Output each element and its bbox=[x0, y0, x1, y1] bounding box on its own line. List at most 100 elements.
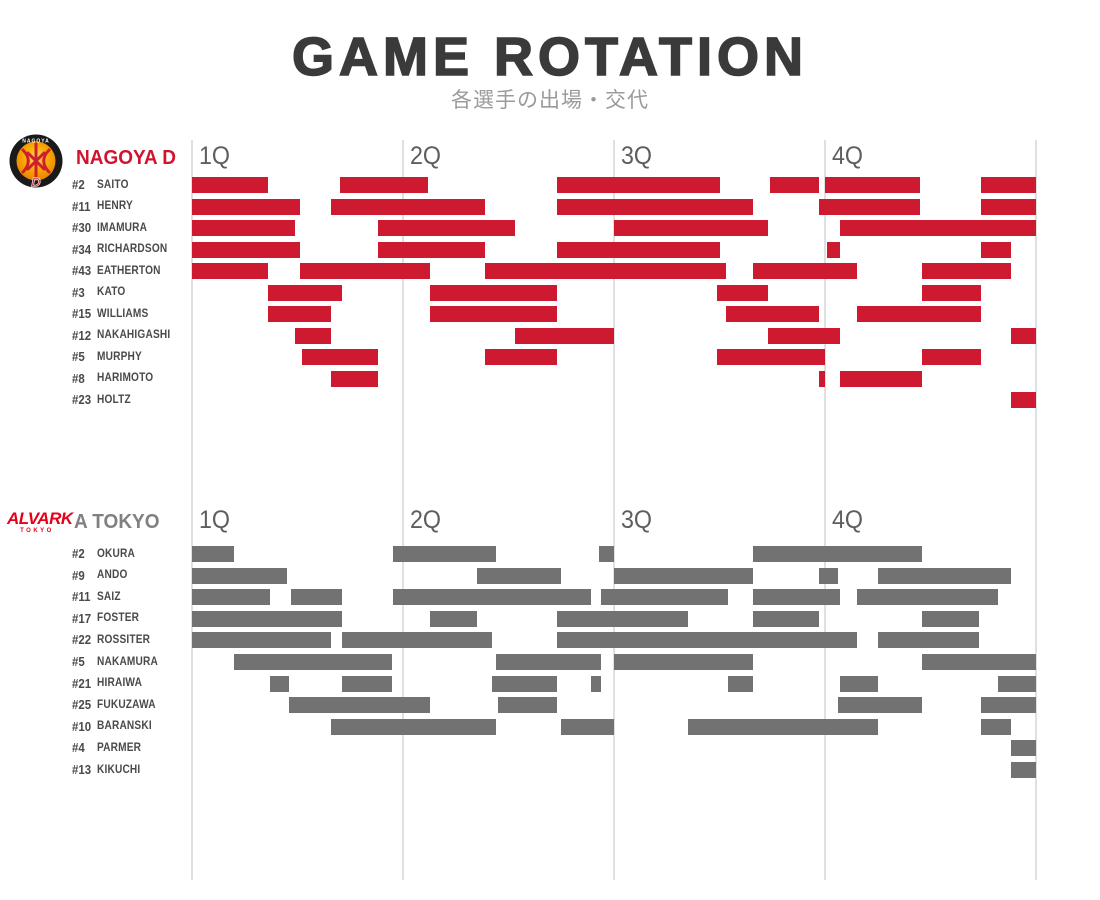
rotation-bar bbox=[768, 327, 840, 344]
player-name: EATHERTON bbox=[97, 264, 161, 277]
rotation-bar bbox=[827, 241, 840, 258]
rotation-bar bbox=[717, 349, 825, 365]
player-name: HIRAIWA bbox=[97, 677, 143, 690]
rotation-bar bbox=[234, 654, 393, 670]
page-title: GAME ROTATION bbox=[291, 26, 808, 88]
team-name-tokyo: A TOKYO bbox=[74, 511, 160, 533]
rotation-bar bbox=[561, 718, 615, 735]
rotation-bar bbox=[922, 349, 982, 365]
player-number: #13 bbox=[72, 762, 92, 777]
rotation-bar bbox=[998, 675, 1036, 692]
player-number: #11 bbox=[72, 198, 91, 214]
player-number: #9 bbox=[72, 567, 85, 583]
rotation-bar bbox=[717, 284, 768, 301]
rotation-bar bbox=[818, 567, 838, 584]
quarter-label: 3Q bbox=[621, 142, 653, 170]
nagoya-diamond-dolphins-logo-icon: NAGOYA D bbox=[8, 133, 64, 190]
player-number: #25 bbox=[72, 697, 92, 713]
player-name: BARANSKI bbox=[97, 720, 152, 733]
quarter-label: 1Q bbox=[199, 142, 231, 170]
rotation-bar bbox=[599, 546, 614, 562]
player-name: WILLIAMS bbox=[97, 307, 149, 320]
player-name: KIKUCHI bbox=[97, 763, 141, 776]
player-name: ROSSITER bbox=[97, 633, 151, 646]
player-name: SAITO bbox=[97, 178, 129, 191]
player-name: OKURA bbox=[97, 547, 135, 560]
player-number: #2 bbox=[72, 546, 85, 561]
quarter-label: 3Q bbox=[621, 506, 653, 534]
player-number: #17 bbox=[72, 610, 92, 626]
rotation-bar bbox=[614, 567, 754, 584]
rotation-bar bbox=[192, 546, 235, 562]
rotation-bar bbox=[981, 198, 1036, 215]
player-name: FOSTER bbox=[97, 612, 140, 625]
rotation-bar bbox=[331, 370, 378, 387]
rotation-bar bbox=[818, 198, 920, 215]
player-name: HOLTZ bbox=[97, 393, 131, 406]
rotation-bar bbox=[392, 589, 591, 606]
rotation-bar bbox=[687, 718, 878, 735]
rotation-bar bbox=[377, 220, 515, 236]
rotation-bar bbox=[981, 718, 1011, 735]
player-number: #23 bbox=[72, 392, 92, 407]
quarter-label: 1Q bbox=[199, 506, 231, 534]
rotation-bar bbox=[1010, 327, 1036, 344]
rotation-bar bbox=[601, 589, 728, 606]
quarter-gridline bbox=[191, 140, 193, 880]
rotation-bar bbox=[495, 654, 602, 670]
player-number: #2 bbox=[72, 177, 85, 192]
rotation-bar bbox=[557, 198, 754, 215]
rotation-bar bbox=[430, 284, 557, 301]
quarter-gridline bbox=[824, 140, 826, 880]
player-number: #22 bbox=[72, 632, 92, 648]
rotation-bar bbox=[856, 589, 999, 606]
player-name: PARMER bbox=[97, 741, 142, 754]
rotation-bar bbox=[981, 177, 1036, 193]
player-number: #10 bbox=[72, 718, 92, 734]
rotation-bar bbox=[856, 306, 982, 322]
rotation-bar bbox=[839, 675, 878, 692]
rotation-bar bbox=[514, 327, 614, 344]
rotation-bar bbox=[614, 220, 768, 236]
quarter-label: 2Q bbox=[410, 506, 442, 534]
rotation-bar bbox=[192, 263, 268, 279]
rotation-bar bbox=[341, 632, 492, 649]
player-number: #5 bbox=[72, 349, 85, 364]
rotation-bar bbox=[753, 589, 840, 606]
rotation-bar bbox=[557, 177, 720, 193]
rotation-bar bbox=[877, 567, 1011, 584]
alvark-wordmark: ALVARK bbox=[7, 509, 73, 528]
rotation-bar bbox=[557, 610, 688, 627]
alvark-tokyo-subtext: TOKYO bbox=[20, 528, 54, 534]
rotation-bar bbox=[268, 284, 342, 301]
rotation-bar bbox=[192, 220, 296, 236]
rotation-bar bbox=[753, 263, 857, 279]
team-name-nagoya: NAGOYA D bbox=[76, 147, 176, 169]
rotation-bar bbox=[557, 241, 720, 258]
rotation-bar bbox=[485, 349, 557, 365]
rotation-bar bbox=[1010, 392, 1036, 408]
player-name: RICHARDSON bbox=[97, 243, 168, 255]
rotation-bar bbox=[753, 610, 819, 627]
rotation-bar bbox=[727, 675, 754, 692]
player-number: #8 bbox=[72, 370, 85, 386]
rotation-bar bbox=[192, 177, 268, 193]
rotation-bar bbox=[590, 675, 602, 692]
rotation-bar bbox=[818, 370, 825, 387]
rotation-bar bbox=[922, 654, 1036, 670]
rotation-bar bbox=[289, 697, 431, 714]
player-number: #34 bbox=[72, 241, 92, 257]
rotation-bar bbox=[192, 610, 342, 627]
rotation-bar bbox=[291, 589, 342, 606]
rotation-bar bbox=[192, 241, 300, 258]
rotation-bar bbox=[839, 220, 1036, 236]
rotation-bar bbox=[981, 241, 1011, 258]
logo-d-letter: D bbox=[31, 175, 41, 190]
rotation-bar bbox=[268, 306, 332, 322]
rotation-bar bbox=[1010, 762, 1036, 778]
rotation-bar bbox=[491, 675, 557, 692]
rotation-bar bbox=[922, 263, 1011, 279]
rotation-bar bbox=[877, 632, 980, 649]
player-name: FUKUZAWA bbox=[97, 698, 156, 711]
